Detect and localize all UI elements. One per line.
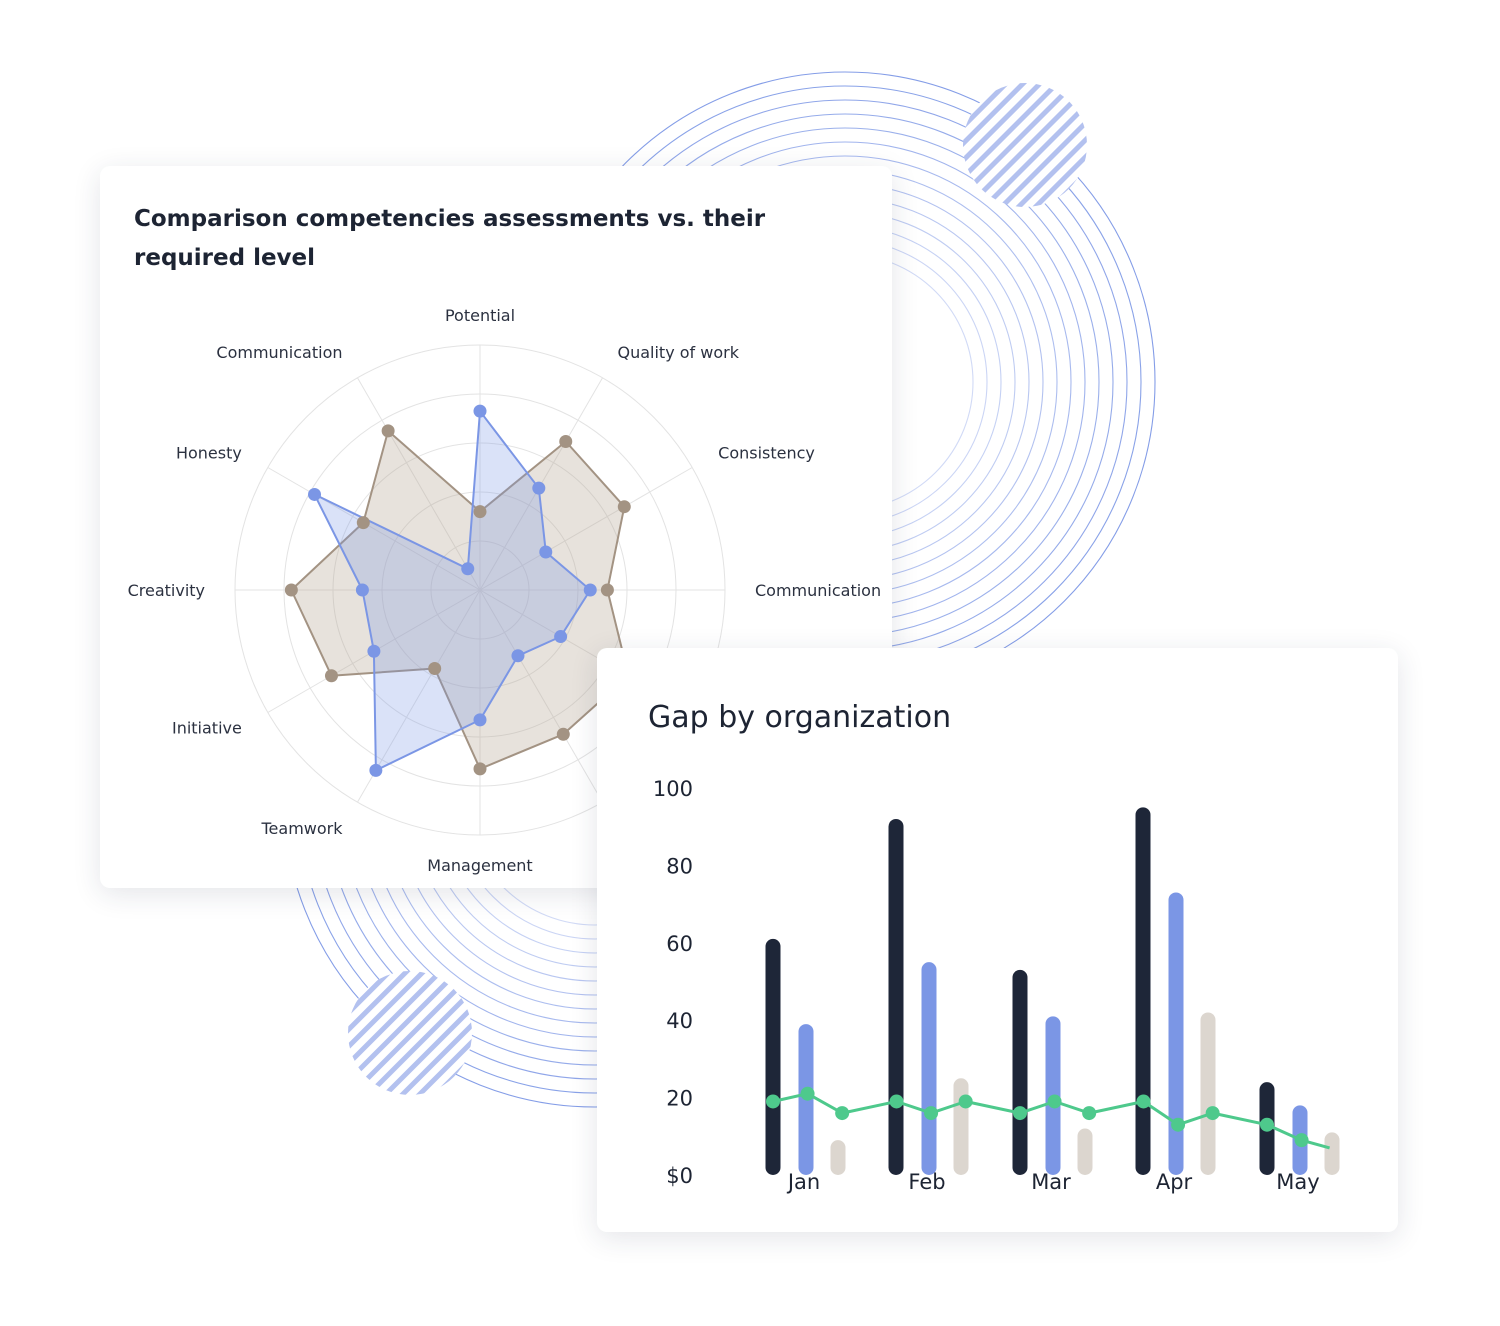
- radar-chart: Potential Quality of work Consistency Commu…: [128, 306, 882, 875]
- bar-series-2: [1324, 1132, 1340, 1175]
- trend-point: [1205, 1106, 1220, 1121]
- trend-point: [1136, 1094, 1151, 1109]
- radar-spoke: [357, 377, 481, 591]
- x-category-label: Jan: [786, 1170, 820, 1194]
- bar-chart-title: Gap by organization: [648, 700, 952, 735]
- y-tick-label: 20: [666, 1087, 693, 1111]
- radar-series-1-point: [554, 630, 568, 644]
- bar-series-0: [1135, 807, 1151, 1175]
- radar-series-1-point: [369, 763, 383, 777]
- trend-point: [1294, 1133, 1309, 1148]
- radar-series-1-point: [355, 583, 369, 597]
- trend-point: [1047, 1094, 1062, 1109]
- trend-point: [766, 1094, 780, 1109]
- radar-series-1-point: [461, 562, 475, 576]
- radar-series-1-point: [473, 404, 487, 418]
- radar-series-1-point: [308, 487, 322, 501]
- bar-series-1: [1168, 892, 1184, 1175]
- striped-circle-top: [963, 83, 1087, 207]
- radar-axis-label: Management: [427, 856, 532, 875]
- trend-point: [800, 1086, 815, 1101]
- radar-series-0-point: [600, 583, 614, 597]
- radar-axis-label: Initiative: [172, 719, 242, 738]
- bar-series-0: [888, 818, 904, 1175]
- x-category-label: May: [1276, 1170, 1319, 1194]
- radar-spoke: [479, 467, 693, 591]
- x-category-label: Mar: [1031, 1170, 1071, 1194]
- radar-series-1-point: [511, 649, 525, 663]
- radar-axis-label: Communication: [755, 581, 881, 600]
- gap-by-organization-card: Gap by organization $0 20 40 60 80 100 Jan Feb M…: [597, 648, 1398, 1232]
- radar-series-1-point: [367, 644, 381, 658]
- bar-series-0: [765, 938, 781, 1175]
- radar-axis-label: Creativity: [128, 581, 205, 600]
- radar-series-0-point: [617, 500, 631, 514]
- striped-circle-bottom: [348, 971, 472, 1095]
- radar-spoke: [267, 467, 481, 591]
- radar-axis-label: Honesty: [176, 444, 242, 463]
- y-tick-label: 40: [666, 1009, 693, 1033]
- radar-series-0-point: [284, 583, 298, 597]
- trend-point: [1260, 1117, 1274, 1132]
- bar-series-2: [953, 1078, 969, 1175]
- radar-series-0-point: [473, 762, 487, 776]
- y-tick-label: 60: [666, 932, 693, 956]
- radar-series-0-point: [556, 727, 570, 741]
- radar-chart-title: Comparison competencies assessments vs. …: [134, 206, 766, 271]
- bar-series-2: [1077, 1128, 1093, 1175]
- radar-series-1-point: [473, 713, 487, 727]
- bar-series-2: [830, 1140, 846, 1175]
- trend-point: [1082, 1106, 1097, 1121]
- trend-point: [924, 1106, 939, 1121]
- radar-axis-label: Quality of work: [618, 343, 740, 362]
- radar-spoke: [479, 589, 603, 803]
- radar-axis-label: Potential: [445, 306, 515, 325]
- x-category-label: Apr: [1156, 1170, 1193, 1194]
- gap-bar-chart: $0 20 40 60 80 100 Jan Feb Mar Apr May: [653, 777, 1340, 1194]
- radar-axis-label: Teamwork: [260, 819, 343, 838]
- radar-series-1-point: [532, 481, 546, 495]
- radar-axis-label: Consistency: [718, 444, 815, 463]
- radar-series-0-point: [356, 516, 370, 530]
- y-tick-label: 80: [666, 854, 693, 878]
- bar-series-1: [921, 962, 937, 1175]
- radar-series-1-point: [583, 583, 597, 597]
- radar-series-0-point: [473, 505, 487, 519]
- radar-series-0-point: [381, 424, 395, 438]
- bar-series-2: [1200, 1012, 1216, 1175]
- trend-point: [1171, 1117, 1186, 1132]
- trend-point: [835, 1106, 850, 1121]
- radar-series-1-point: [539, 545, 553, 559]
- y-tick-label: $0: [666, 1164, 693, 1188]
- trend-point: [889, 1094, 904, 1109]
- radar-series-0-point: [559, 434, 573, 448]
- trend-point: [958, 1094, 973, 1109]
- y-tick-label: 100: [653, 777, 693, 801]
- radar-axis-label: Communication: [216, 343, 342, 362]
- radar-series-0-point: [324, 669, 338, 683]
- trend-point: [1013, 1106, 1027, 1121]
- x-category-label: Feb: [908, 1170, 945, 1194]
- radar-series-0-point: [428, 662, 442, 676]
- bar-series-0: [1012, 969, 1028, 1175]
